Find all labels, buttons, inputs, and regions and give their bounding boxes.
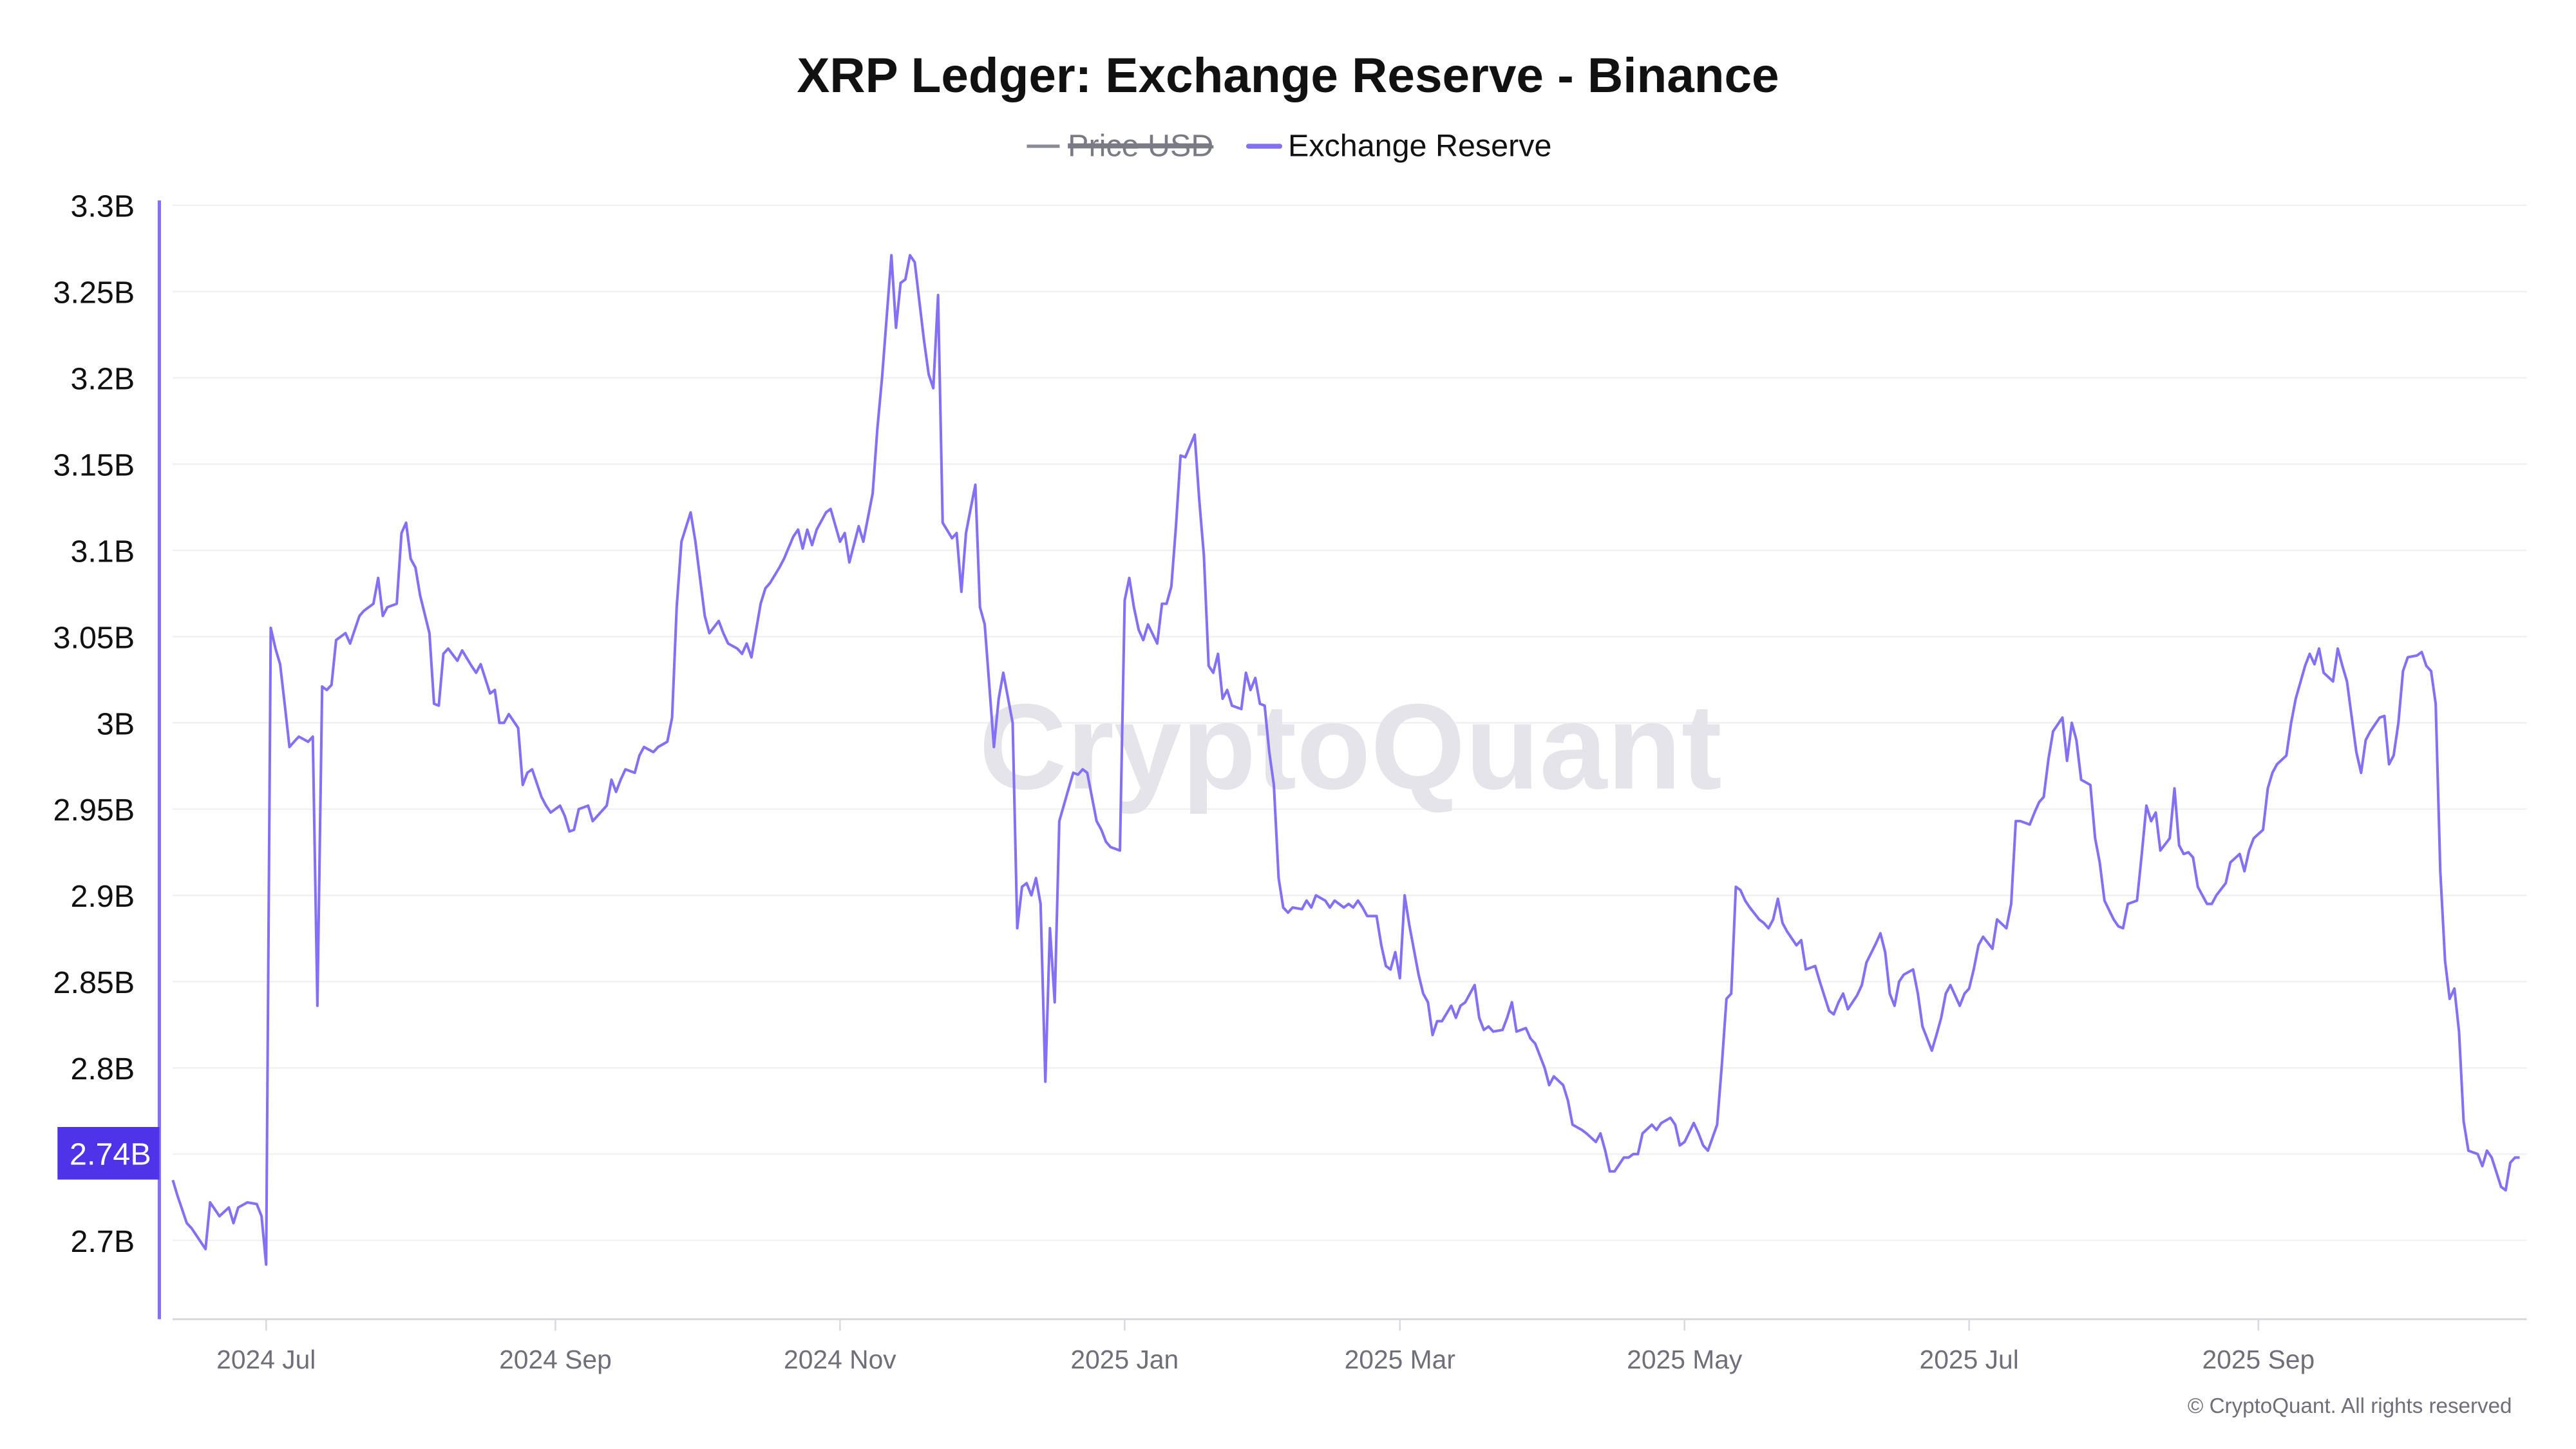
legend-label-exchange-reserve: Exchange Reserve: [1288, 128, 1551, 163]
y-tick-label: 2.8B: [70, 1052, 135, 1086]
copyright: © CryptoQuant. All rights reserved: [2188, 1394, 2512, 1418]
y-tick-label: 3.15B: [53, 448, 135, 483]
legend-item-price-usd[interactable]: Price USD: [1027, 128, 1213, 163]
x-tick-label: 2025 Jan: [1070, 1345, 1179, 1374]
legend: Price USD Exchange Reserve: [1027, 128, 1551, 163]
x-axis: 2024 Jul 2024 Sep 2024 Nov 2025 Jan 2025 Mar…: [216, 1319, 2315, 1374]
chart-title: XRP Ledger: Exchange Reserve - Binance: [797, 48, 1779, 103]
y-tick-label: 3B: [97, 706, 135, 741]
gridlines: [172, 204, 2527, 1242]
x-tick-label: 2025 May: [1627, 1345, 1743, 1374]
series-line-exchange-reserve: [171, 254, 2520, 1266]
y-tick-label: 3.1B: [70, 534, 135, 569]
x-tick-label: 2024 Sep: [499, 1345, 612, 1374]
current-value-badge: 2.74B: [57, 1127, 160, 1180]
x-tick-label: 2024 Nov: [784, 1345, 896, 1374]
current-value-badge-bg: [57, 1127, 160, 1180]
y-tick-label: 2.95B: [53, 793, 135, 828]
watermark: CryptoQuant: [979, 679, 1722, 815]
y-tick-label: 2.85B: [53, 965, 135, 1000]
y-tick-label: 3.3B: [70, 189, 135, 224]
x-tick-label: 2025 Sep: [2202, 1345, 2315, 1374]
y-tick-label: 2.9B: [70, 879, 135, 914]
x-tick-label: 2025 Jul: [1920, 1345, 2019, 1374]
y-tick-label: 3.2B: [70, 362, 135, 397]
current-value-label: 2.74B: [70, 1137, 151, 1172]
legend-item-exchange-reserve[interactable]: Exchange Reserve: [1245, 128, 1552, 163]
y-axis: 3.3B 3.25B 3.2B 3.15B 3.1B 3.05B 3B 2.95B 2.9B 2.…: [53, 189, 135, 1259]
y-tick-label: 2.7B: [70, 1224, 135, 1259]
x-tick-label: 2025 Mar: [1345, 1345, 1455, 1374]
y-tick-label: 3.05B: [53, 620, 135, 655]
y-tick-label: 3.25B: [53, 276, 135, 310]
x-tick-label: 2024 Jul: [216, 1345, 316, 1374]
